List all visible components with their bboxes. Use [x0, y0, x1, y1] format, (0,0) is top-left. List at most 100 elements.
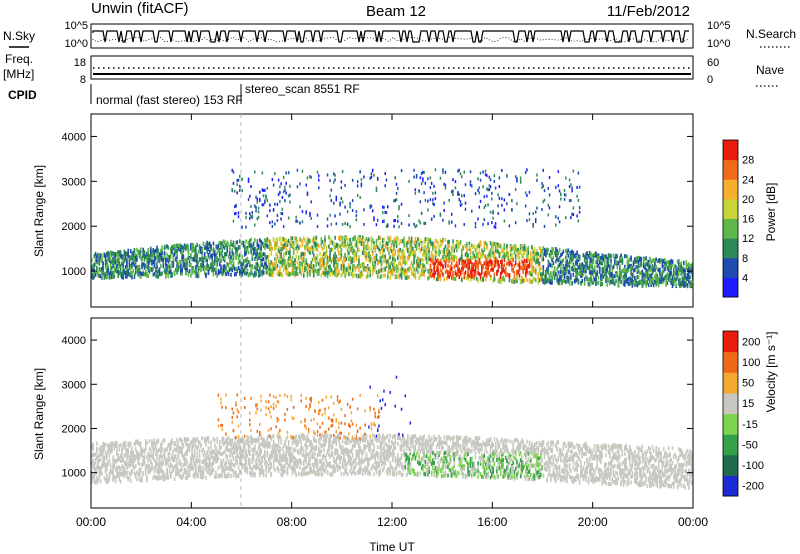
power-cell [356, 184, 359, 188]
power-cell [335, 195, 338, 199]
velocity-cell [108, 474, 111, 479]
power-cell [438, 252, 441, 257]
power-cell [687, 271, 690, 276]
power-cell [465, 276, 468, 281]
power-cell [590, 257, 592, 262]
power-cell [477, 252, 479, 257]
power-cell [528, 279, 531, 284]
power-cell [581, 265, 583, 270]
power-cell [360, 178, 363, 182]
power-cell [349, 242, 351, 247]
power-cell [170, 247, 172, 252]
power-cell [361, 264, 364, 269]
power-cell [192, 247, 195, 252]
power-cell [621, 258, 624, 263]
power-cell [381, 205, 384, 209]
power-cell [534, 269, 537, 274]
velocity-cell [103, 476, 106, 481]
power-cell [577, 265, 580, 270]
power-cell [518, 265, 521, 270]
power-cell [590, 270, 592, 275]
power-cell [679, 262, 681, 267]
power-cell [149, 248, 152, 253]
power-cell [425, 253, 428, 258]
power-cell [460, 194, 463, 198]
velocity-cell [104, 463, 107, 468]
power-cell [112, 257, 114, 262]
power-cell [577, 257, 580, 262]
power-cell [627, 276, 630, 281]
power-cell [222, 271, 225, 276]
power-cell [429, 186, 432, 190]
power-cell [398, 241, 400, 246]
power-cell [429, 271, 432, 276]
velocity-cell [113, 474, 116, 479]
power-cell [641, 280, 644, 285]
power-cell [563, 193, 566, 197]
power-cell [407, 249, 409, 254]
power-cell [280, 254, 282, 259]
power-cell [457, 244, 459, 249]
power-cell [529, 251, 532, 256]
power-cell [578, 185, 581, 189]
power-cell [440, 262, 443, 267]
power-cell [128, 273, 131, 278]
power-cell [292, 251, 295, 256]
power-cell [454, 254, 457, 259]
power-cell [111, 274, 113, 279]
power-cell [502, 276, 504, 281]
power-cell [600, 282, 602, 287]
power-cell [687, 279, 690, 284]
velocity-cell [102, 459, 104, 464]
power-cell [605, 271, 607, 276]
power-cell [613, 259, 616, 264]
power-cell [561, 274, 563, 279]
velocity-cell [114, 440, 117, 445]
power-cell [162, 260, 165, 265]
power-cell [429, 243, 432, 248]
power-cell [346, 248, 349, 253]
freq-panel-frame [90, 55, 694, 80]
power-cell [111, 271, 113, 276]
power-cell [417, 263, 419, 268]
power-cell [394, 236, 397, 241]
power-cell [355, 252, 358, 257]
power-cell [302, 273, 305, 278]
power-cell [463, 170, 465, 174]
power-cell [458, 258, 461, 263]
power-cell [335, 266, 338, 271]
power-cell [444, 170, 447, 174]
power-cell [420, 182, 423, 186]
power-cell [231, 248, 234, 253]
power-cell [477, 255, 479, 260]
power-cell [360, 237, 363, 242]
power-cell [375, 186, 378, 190]
power-cell [679, 283, 681, 288]
power-cell [256, 255, 259, 260]
power-cell [413, 254, 415, 259]
power-cell [369, 204, 371, 208]
power-cell [662, 277, 665, 282]
power-cell [380, 245, 383, 250]
power-cell [595, 281, 597, 286]
power-cell [355, 243, 358, 248]
power-cell [104, 262, 107, 267]
power-cell [572, 206, 575, 210]
power-cell [400, 267, 403, 272]
power-cell [565, 268, 567, 273]
power-cell [565, 260, 567, 265]
power-cell [170, 272, 172, 277]
power-cell [671, 284, 674, 289]
power-cell [251, 210, 254, 214]
power-cell [186, 245, 188, 250]
power-cell [149, 267, 152, 272]
power-cell [506, 261, 508, 266]
power-cell [188, 262, 191, 267]
power-cell [123, 269, 126, 274]
power-cell [301, 251, 304, 256]
power-cell [207, 269, 210, 274]
power-cell [323, 261, 325, 266]
velocity-cell [129, 450, 132, 455]
power-cell [389, 236, 392, 241]
power-cell [284, 265, 286, 270]
